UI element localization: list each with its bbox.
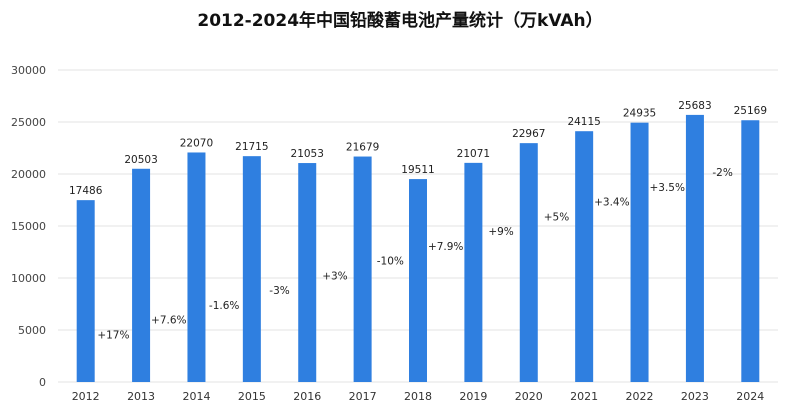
x-tick-label: 2023	[681, 390, 709, 403]
x-tick-label: 2012	[72, 390, 100, 403]
x-tick-label: 2014	[182, 390, 210, 403]
growth-label: -10%	[377, 256, 404, 268]
y-tick-label: 0	[39, 376, 46, 389]
y-tick-label: 10000	[11, 272, 46, 285]
x-tick-label: 2017	[349, 390, 377, 403]
growth-label: -2%	[712, 167, 732, 179]
bar	[409, 179, 427, 382]
growth-label: -1.6%	[209, 300, 239, 312]
growth-label: +7.9%	[428, 241, 463, 253]
y-tick-label: 25000	[11, 116, 46, 129]
growth-label: +3.5%	[649, 182, 684, 194]
x-tick-label: 2024	[736, 390, 764, 403]
y-tick-label: 5000	[18, 324, 46, 337]
bar	[630, 122, 649, 383]
bar	[132, 168, 151, 382]
bar-value-label: 25169	[734, 105, 767, 117]
bar-value-label: 21679	[346, 142, 379, 154]
x-tick-label: 2018	[404, 390, 432, 403]
bar-value-label: 21715	[235, 141, 268, 153]
bar	[353, 156, 372, 382]
bar-value-label: 19511	[401, 164, 434, 176]
growth-label: +17%	[97, 329, 129, 341]
bar	[242, 156, 261, 382]
chart-title: 2012-2024年中国铅酸蓄电池产量统计（万kVAh）	[197, 11, 603, 31]
bar-value-label: 24115	[567, 116, 600, 128]
growth-label: +3.4%	[594, 197, 629, 209]
x-tick-label: 2015	[238, 390, 266, 403]
bar	[741, 120, 760, 382]
bar-value-label: 22967	[512, 128, 545, 140]
x-tick-label: 2020	[515, 390, 543, 403]
bar	[685, 114, 704, 383]
y-tick-label: 20000	[11, 168, 46, 181]
bar	[76, 200, 95, 382]
growth-label: +7.6%	[151, 315, 186, 327]
x-tick-label: 2016	[293, 390, 321, 403]
growth-label: -3%	[269, 285, 289, 297]
bar-value-label: 22070	[180, 137, 213, 149]
bar-value-label: 21071	[457, 148, 490, 160]
bar-value-label: 25683	[678, 100, 711, 112]
bar-value-label: 17486	[69, 185, 103, 197]
bar	[187, 152, 206, 382]
y-tick-label: 15000	[11, 220, 46, 233]
bar	[464, 162, 483, 382]
growth-label: +3%	[322, 270, 347, 282]
y-tick-label: 30000	[11, 64, 46, 77]
bar	[575, 131, 594, 382]
x-tick-label: 2019	[459, 390, 487, 403]
x-tick-label: 2022	[626, 390, 654, 403]
bar	[298, 163, 317, 382]
bar-value-label: 20503	[124, 154, 157, 166]
bar	[519, 143, 538, 382]
bar-value-label: 24935	[623, 108, 656, 120]
growth-label: +5%	[544, 211, 569, 223]
bar-value-label: 21053	[291, 148, 324, 160]
growth-label: +9%	[488, 226, 513, 238]
x-tick-label: 2013	[127, 390, 155, 403]
x-tick-label: 2021	[570, 390, 598, 403]
